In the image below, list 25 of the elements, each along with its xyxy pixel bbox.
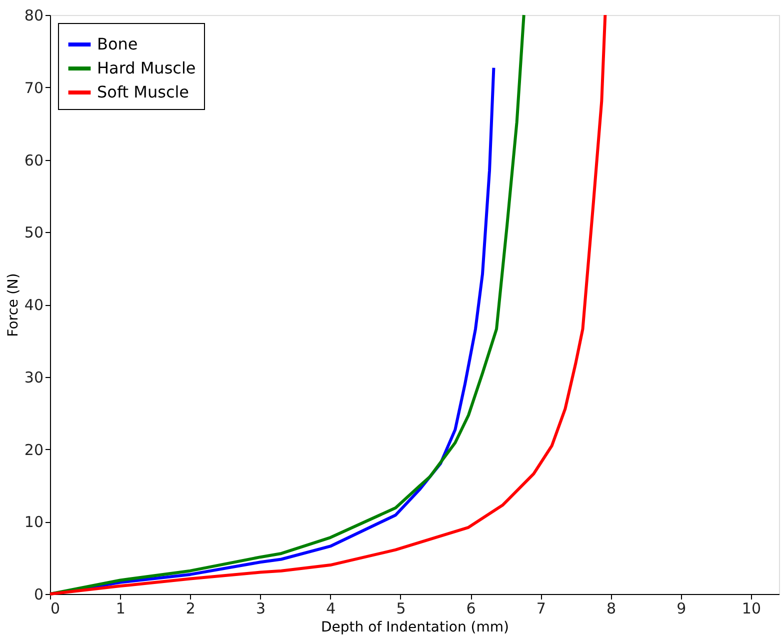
x-tick-label: 5 <box>396 600 406 618</box>
y-tick-label: 50 <box>24 224 44 242</box>
x-tick-label: 3 <box>256 600 266 618</box>
legend-label: Hard Muscle <box>97 58 196 78</box>
x-tick-label: 4 <box>326 600 336 618</box>
x-tick-label: 9 <box>676 600 686 618</box>
x-tick-label: 2 <box>186 600 196 618</box>
x-axis-title: Depth of Indentation (mm) <box>321 620 509 636</box>
x-tick-label: 7 <box>536 600 546 618</box>
x-tick-label: 8 <box>606 600 616 618</box>
y-tick-label: 0 <box>34 586 44 604</box>
y-tick-label: 60 <box>24 151 44 170</box>
y-tick-label: 20 <box>24 440 44 459</box>
y-tick-label: 30 <box>24 368 44 386</box>
y-tick-label: 40 <box>24 296 44 314</box>
x-tick-label: 6 <box>466 600 476 618</box>
x-tick-label: 1 <box>116 600 126 618</box>
y-tick-label: 70 <box>24 78 44 97</box>
y-axis-title: Force (N) <box>5 273 22 337</box>
y-tick-label: 80 <box>24 6 44 24</box>
legend-label: Soft Muscle <box>97 82 190 102</box>
legend-label: Bone <box>97 34 138 54</box>
y-tick-label: 10 <box>24 513 44 532</box>
x-tick-label: 0 <box>50 600 60 618</box>
x-tick-label: 10 <box>742 600 762 618</box>
